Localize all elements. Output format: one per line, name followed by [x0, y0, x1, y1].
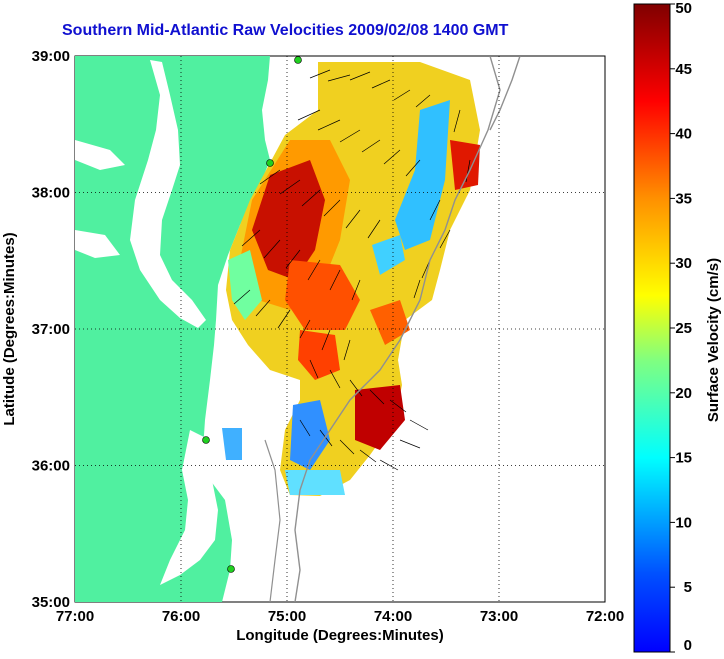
colorbar-tick-label: 45	[675, 61, 692, 78]
colorbar-tick-label: 20	[675, 385, 692, 402]
contour-line	[294, 56, 501, 602]
station-marker	[202, 436, 210, 444]
y-tick-label: 38:00	[32, 185, 70, 202]
y-tick-labels: 39:00 38:00 37:00 36:00 35:00	[32, 48, 70, 611]
colorbar-tick-label: 0	[684, 637, 692, 654]
station-marker	[227, 565, 235, 573]
colorbar-tick-label: 40	[675, 126, 692, 143]
x-tick-label: 75:00	[268, 608, 306, 625]
chart-title: Southern Mid-Atlantic Raw Velocities 200…	[62, 22, 509, 39]
velocity-field	[222, 62, 480, 496]
x-tick-labels: 77:00 76:00 75:00 74:00 73:00 72:00	[56, 608, 624, 625]
inlet	[75, 230, 120, 258]
colorbar-tick-label: 50	[675, 0, 692, 17]
colorbar-tick-label: 15	[675, 450, 692, 467]
bay-water	[130, 60, 206, 328]
sound-water	[160, 430, 218, 585]
contour-line	[264, 439, 281, 602]
x-tick-label: 76:00	[162, 608, 200, 625]
colorbar	[633, 3, 671, 653]
y-tick-label: 39:00	[32, 48, 70, 65]
colorbar-tick-label: 25	[675, 320, 692, 337]
colorbar-tick-label: 35	[675, 190, 692, 207]
x-tick-label: 73:00	[480, 608, 518, 625]
y-tick-label: 35:00	[32, 594, 70, 611]
station-marker	[294, 56, 302, 64]
contour-line	[489, 56, 521, 131]
y-tick-label: 37:00	[32, 321, 70, 338]
inlet	[75, 140, 125, 170]
colorbar-tick-label: 10	[675, 514, 692, 531]
colorbar-tick-label: 5	[684, 579, 692, 596]
colorbar-tick-label: 30	[675, 255, 692, 272]
y-axis-label: Latitude (Degrees:Minutes)	[1, 232, 18, 425]
x-tick-label: 74:00	[374, 608, 412, 625]
x-tick-label: 77:00	[56, 608, 94, 625]
station-marker	[266, 159, 274, 167]
grid-lines	[75, 56, 605, 602]
x-axis-label: Longitude (Degrees:Minutes)	[236, 627, 444, 644]
colorbar-label: Surface Velocity (cm/s)	[705, 258, 722, 422]
y-tick-label: 36:00	[32, 458, 70, 475]
x-tick-label: 72:00	[586, 608, 624, 625]
colorbar-ticks: 0 5 10 15 20 25 30 35 40 45 50	[670, 0, 692, 654]
